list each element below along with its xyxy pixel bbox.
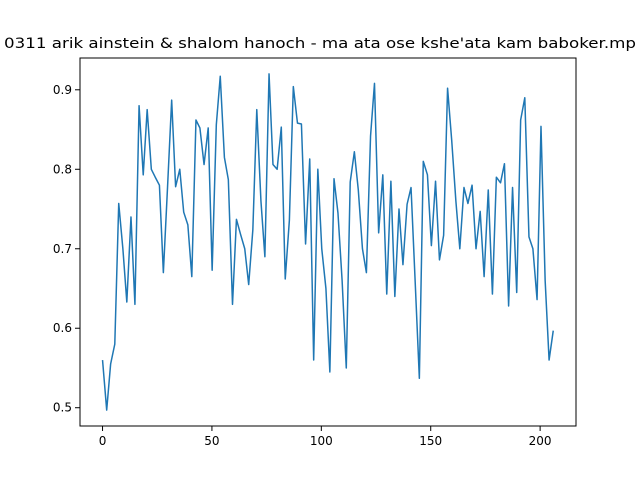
y-tick-label: 0.5 <box>53 401 72 415</box>
y-tick-label: 0.6 <box>53 321 72 335</box>
x-tick-label: 150 <box>419 434 442 448</box>
x-tick-label: 200 <box>529 434 552 448</box>
x-tick-label: 0 <box>99 434 107 448</box>
data-line <box>101 73 554 411</box>
y-tick-label: 0.7 <box>53 242 72 256</box>
chart-title: 0311 arik ainstein & shalom hanoch - ma … <box>4 36 636 52</box>
x-tick-label: 100 <box>310 434 333 448</box>
x-tick-label: 50 <box>204 434 219 448</box>
y-tick-label: 0.8 <box>53 162 72 176</box>
plot-frame <box>79 57 577 427</box>
y-tick-label: 0.9 <box>53 83 72 97</box>
